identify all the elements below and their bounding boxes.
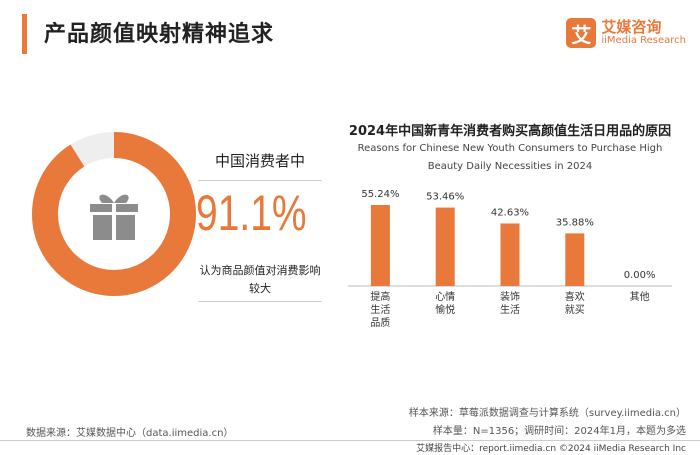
gift-icon xyxy=(90,194,138,240)
logo-en: iiMedia Research xyxy=(601,34,686,46)
logo-mark: 艾 xyxy=(566,18,597,48)
chart-title: 2024年中国新青年消费者购买高颜值生活日用品的原因 xyxy=(348,124,672,139)
bar xyxy=(565,233,585,286)
sample-size: 样本量：N=1356；调研时间：2024年1月，本题为多选 xyxy=(432,426,686,437)
bar-value-label: 35.88% xyxy=(556,217,594,228)
footer-report: 艾媒报告中心：report.iimedia.cn ©2024 iiMedia R… xyxy=(416,444,686,454)
category-label: 心情愉悦 xyxy=(435,290,455,316)
logo-cn: 艾媒咨询 xyxy=(601,17,662,36)
stat-title: 中国消费者中 xyxy=(214,152,305,170)
divider xyxy=(198,301,322,302)
data-source: 数据来源：艾媒数据中心（data.iimedia.cn） xyxy=(26,428,234,439)
brand-logo: 艾 艾媒咨询 iiMedia Research xyxy=(566,18,686,48)
title-accent-bar xyxy=(22,14,27,54)
bar xyxy=(500,223,520,286)
bar xyxy=(370,204,390,286)
sample-source: 样本来源：草莓派数据调查与计算系统（survey.iimedia.cn） xyxy=(408,408,686,419)
stat-percent: 91.1% xyxy=(196,185,307,241)
donut-chart xyxy=(32,132,196,296)
bar xyxy=(435,207,455,286)
bar-value-label: 53.46% xyxy=(426,192,464,203)
category-label: 其他 xyxy=(630,290,650,303)
category-label: 装饰生活 xyxy=(500,290,520,316)
bar-value-label: 55.24% xyxy=(361,189,399,200)
stat-caption: 认为商品颜值对消费影响较大 xyxy=(199,264,321,295)
donut-value-arc xyxy=(32,132,196,296)
bar-value-label: 42.63% xyxy=(491,207,529,218)
divider xyxy=(198,180,322,181)
category-label: 喜欢就买 xyxy=(565,290,585,316)
logo-text: 艾媒咨询 iiMedia Research xyxy=(601,17,686,46)
footer-divider xyxy=(0,440,700,441)
sample-info: 样本来源：草莓派数据调查与计算系统（survey.iimedia.cn） 样本量… xyxy=(409,405,686,441)
bar-value-label: 0.00% xyxy=(624,270,656,281)
bar-chart: 55.24% 提高生活品质 53.46% 心情愉悦 42.63% 装饰生活 35.88% 喜欢… xyxy=(348,189,672,329)
chart-subtitle: Reasons for Chinese New Youth Consumers … xyxy=(357,143,663,172)
category-label: 提高生活品质 xyxy=(370,290,390,329)
page-title: 产品颜值映射精神追求 xyxy=(44,22,275,47)
